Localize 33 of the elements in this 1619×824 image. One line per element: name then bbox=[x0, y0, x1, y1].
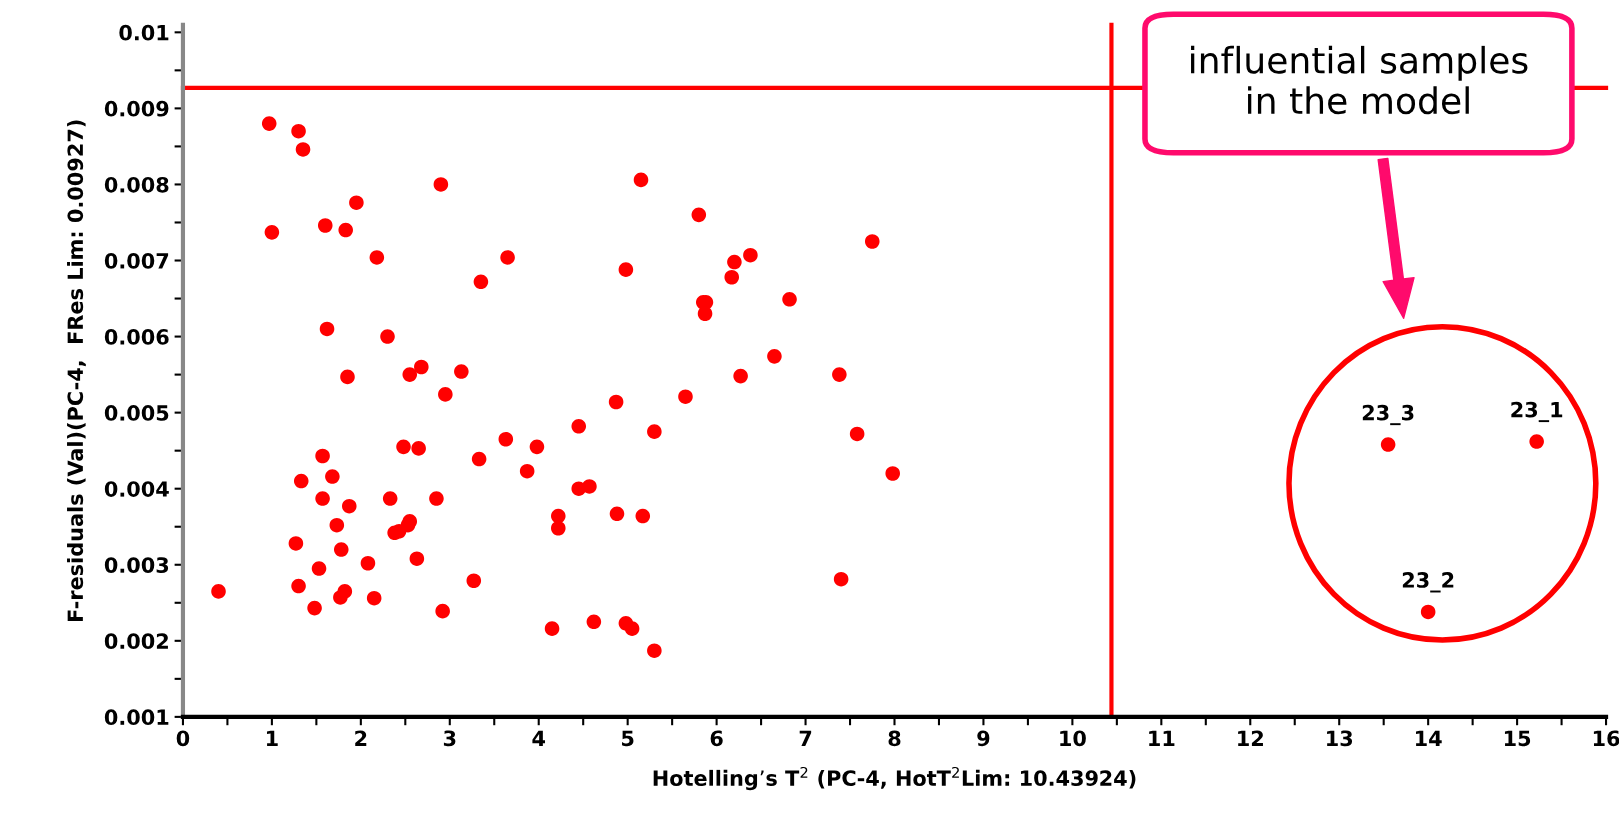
y-tick-label: 0.001 bbox=[104, 709, 169, 726]
x-tick-label: 7 bbox=[799, 730, 812, 746]
y-tick-label: 0.004 bbox=[104, 481, 169, 497]
x-axis-title: Hotelling’s T$^{2}$ (PC-4, HotT$^{2}$Lim: 10.43924) bbox=[653, 766, 1136, 791]
y-tick-label: 0.01 bbox=[119, 24, 169, 41]
y-tick-label: 0.003 bbox=[104, 557, 169, 573]
x-tick-label: 12 bbox=[1238, 730, 1263, 746]
annotation: influential samples in the model bbox=[1191, 45, 1528, 115]
x-tick-label: 1 bbox=[266, 730, 278, 746]
y-tick-label: 0.008 bbox=[104, 176, 169, 193]
x-tick-label: 13 bbox=[1327, 730, 1353, 747]
annotation: 23_1 bbox=[1511, 401, 1563, 423]
annotation: 23_2 bbox=[1402, 572, 1454, 593]
x-tick-label: 10 bbox=[1060, 730, 1086, 747]
x-tick-label: 0 bbox=[176, 730, 190, 747]
x-tick-label: 9 bbox=[977, 730, 990, 747]
y-axis-title: F-residuals (Val)(PC-4, FRes Lim: 0.00927) bbox=[67, 120, 86, 622]
x-tick-label: 14 bbox=[1416, 730, 1442, 746]
y-tick-label: 0.002 bbox=[104, 633, 168, 650]
x-tick-label: 11 bbox=[1149, 730, 1175, 746]
x-tick-label: 15 bbox=[1504, 730, 1531, 747]
x-tick-label: 16 bbox=[1593, 730, 1619, 747]
y-tick-label: 0.005 bbox=[104, 405, 169, 421]
x-tick-label: 3 bbox=[443, 730, 456, 747]
x-tick-label: 5 bbox=[622, 730, 634, 747]
x-tick-label: 2 bbox=[355, 730, 367, 746]
x-tick-label: 4 bbox=[532, 730, 546, 746]
annotation: 23_3 bbox=[1362, 404, 1414, 426]
y-tick-label: 0.006 bbox=[104, 329, 169, 345]
x-tick-label: 8 bbox=[888, 730, 901, 747]
x-tick-label: 6 bbox=[710, 730, 723, 747]
y-tick-label: 0.009 bbox=[104, 100, 169, 117]
y-tick-label: 0.007 bbox=[104, 252, 169, 269]
